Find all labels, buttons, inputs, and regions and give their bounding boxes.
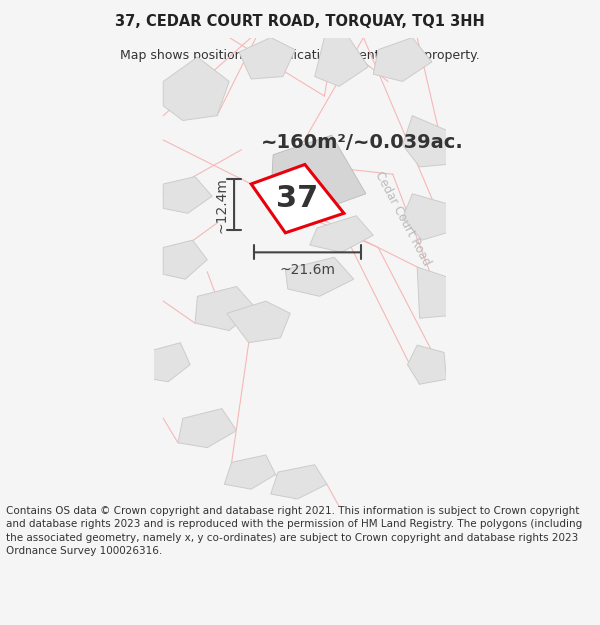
Polygon shape — [251, 164, 344, 232]
Polygon shape — [154, 342, 190, 382]
Polygon shape — [271, 465, 327, 499]
Polygon shape — [239, 38, 295, 79]
Polygon shape — [271, 135, 366, 216]
Polygon shape — [314, 38, 368, 86]
Polygon shape — [417, 267, 446, 318]
Polygon shape — [163, 177, 212, 213]
Polygon shape — [373, 38, 432, 81]
Polygon shape — [403, 194, 446, 240]
Text: Cedar Court Road: Cedar Court Road — [372, 169, 433, 268]
Text: 37, CEDAR COURT ROAD, TORQUAY, TQ1 3HH: 37, CEDAR COURT ROAD, TORQUAY, TQ1 3HH — [115, 14, 485, 29]
Polygon shape — [224, 455, 275, 489]
Text: Contains OS data © Crown copyright and database right 2021. This information is : Contains OS data © Crown copyright and d… — [6, 506, 582, 556]
Polygon shape — [195, 286, 256, 331]
Polygon shape — [286, 258, 354, 296]
Polygon shape — [178, 409, 236, 447]
Polygon shape — [227, 301, 290, 343]
Text: ~160m²/~0.039ac.: ~160m²/~0.039ac. — [261, 133, 464, 152]
Polygon shape — [163, 240, 207, 279]
Polygon shape — [163, 57, 229, 121]
Text: Map shows position and indicative extent of the property.: Map shows position and indicative extent… — [120, 49, 480, 62]
Polygon shape — [310, 216, 373, 252]
Text: 37: 37 — [277, 184, 319, 213]
Text: ~21.6m: ~21.6m — [280, 263, 335, 277]
Polygon shape — [403, 116, 446, 167]
Text: ~12.4m: ~12.4m — [214, 177, 228, 232]
Polygon shape — [407, 345, 446, 384]
